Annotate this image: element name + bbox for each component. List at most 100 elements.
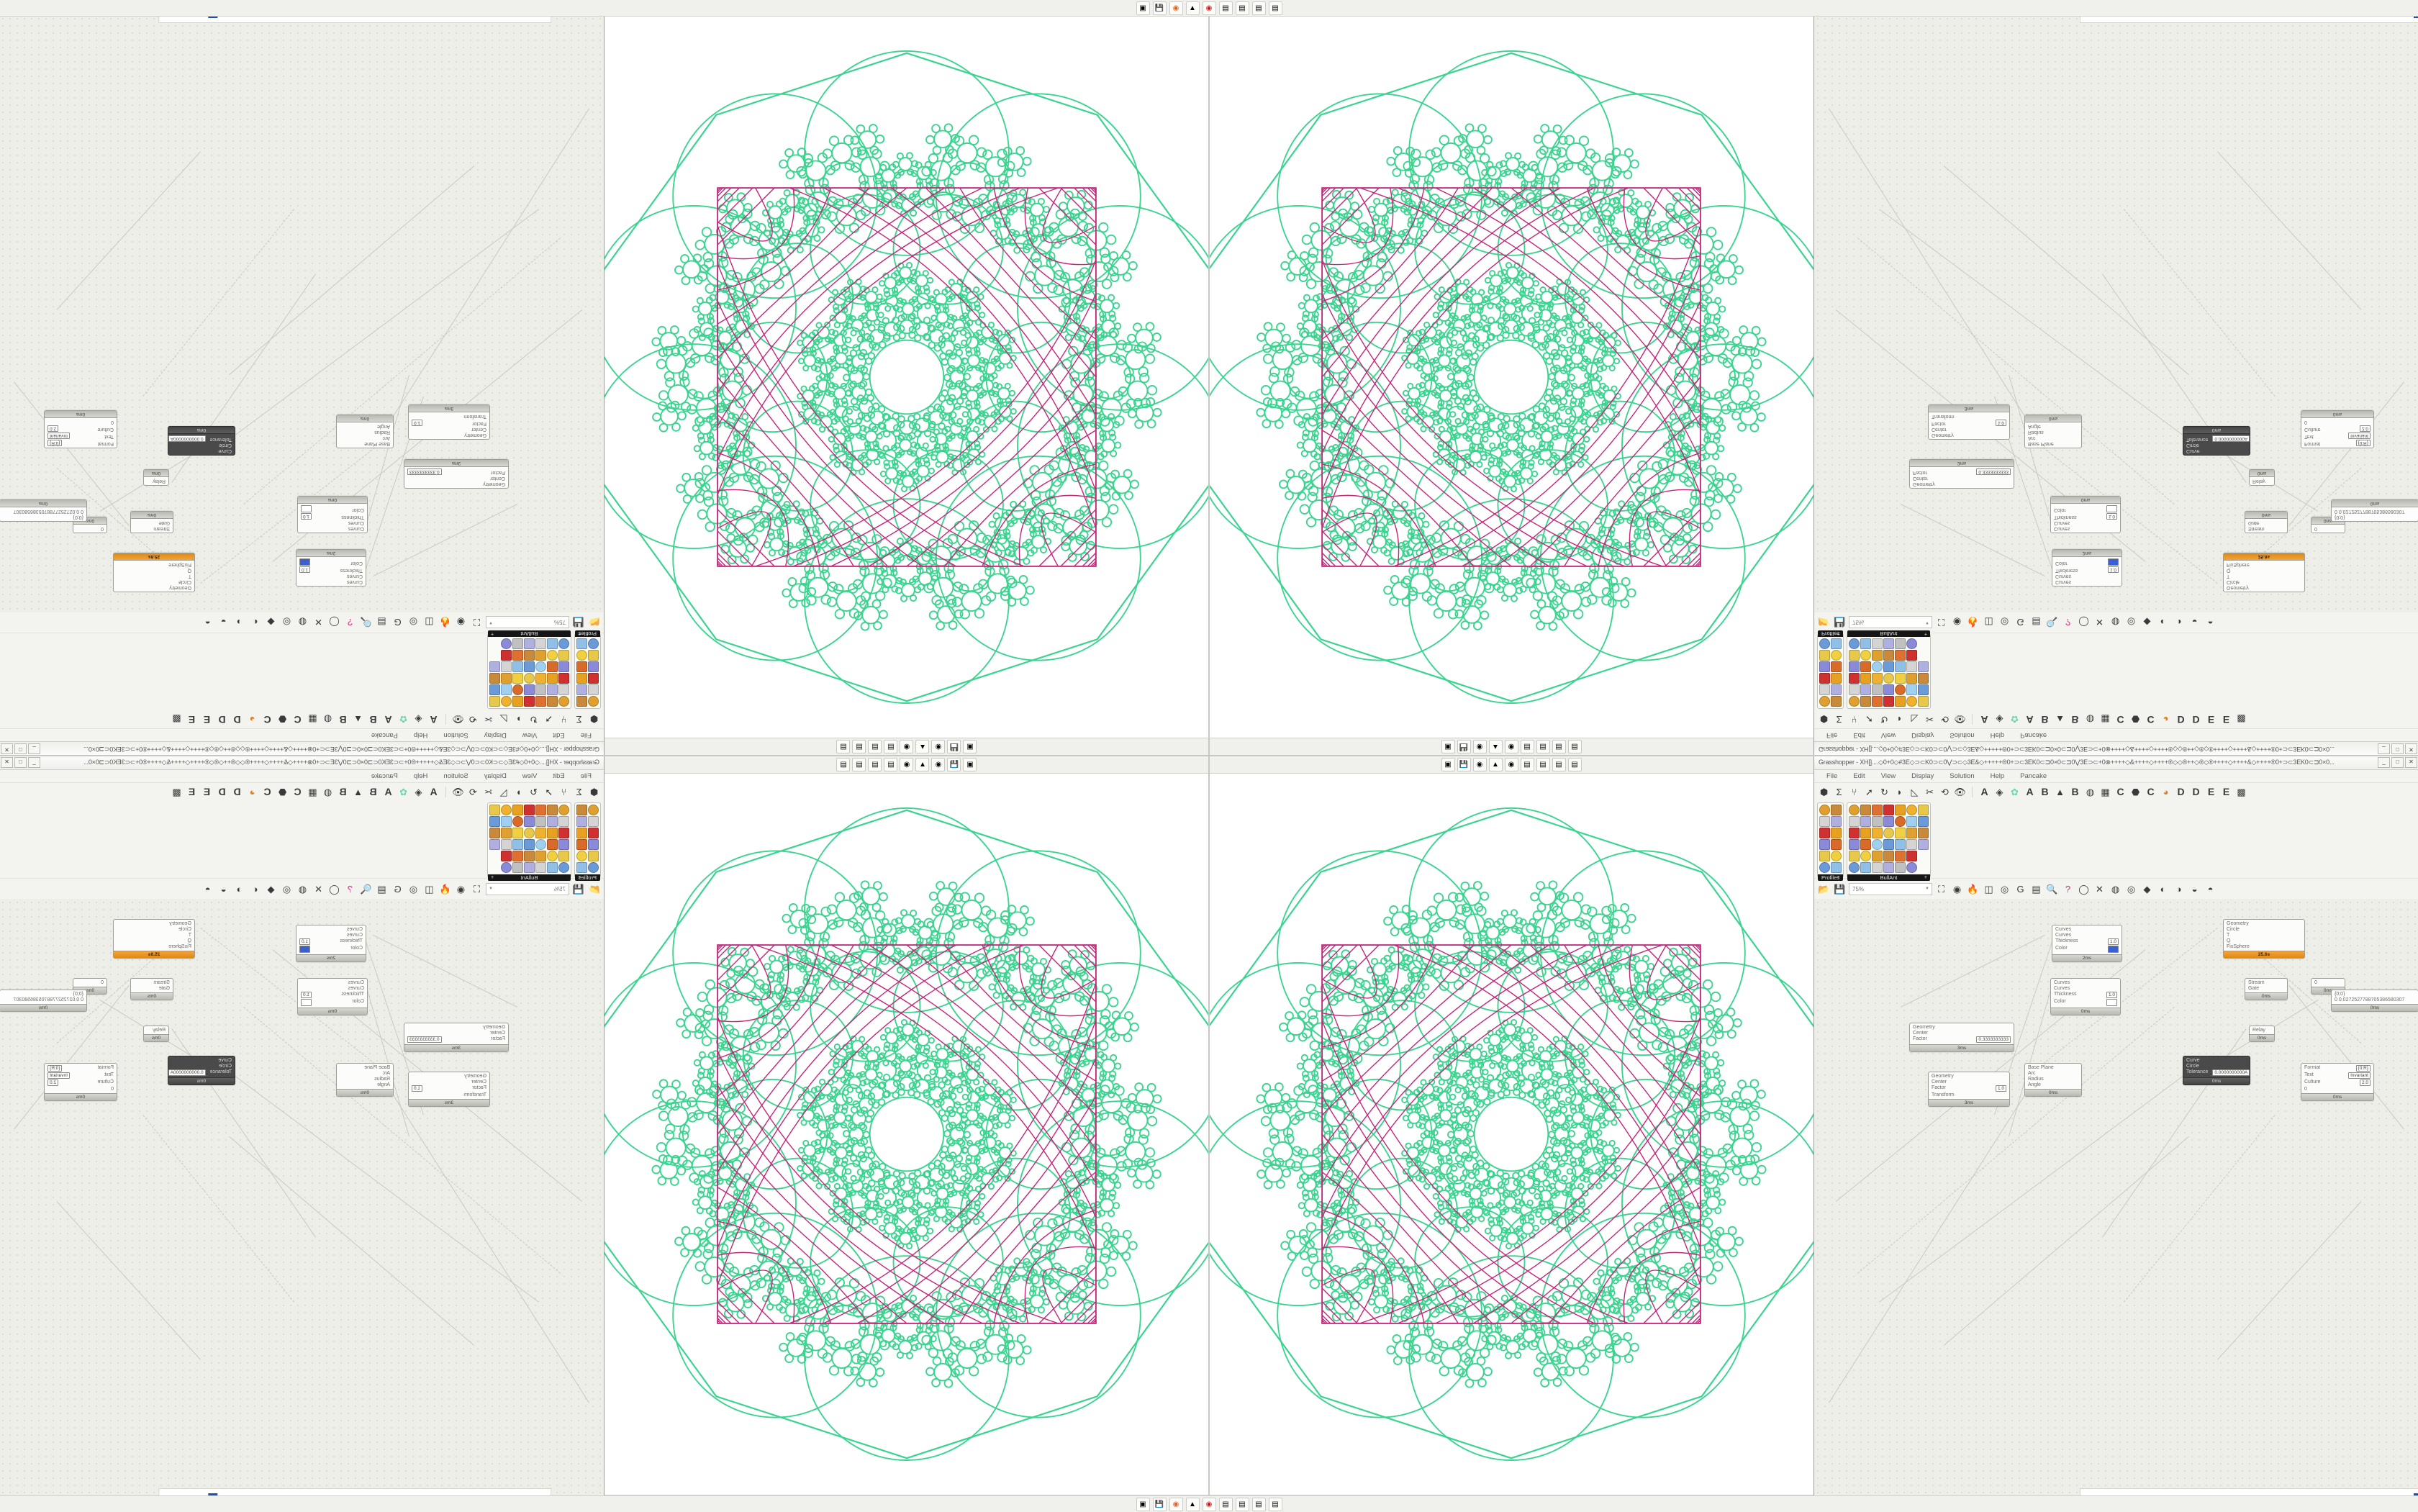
render2-icon[interactable]: ◑ <box>2172 882 2186 896</box>
tab-B[interactable]: B <box>366 785 380 799</box>
notepad2-icon[interactable]: ▤ <box>853 741 866 754</box>
menu-item-edit[interactable]: Edit <box>545 772 572 780</box>
tab-C[interactable]: C <box>261 713 274 727</box>
maths-icon[interactable]: ✿ <box>397 785 410 799</box>
cat-icon[interactable]: ▲ <box>1489 758 1503 771</box>
mesh-icon[interactable]: ◺ <box>1908 785 1921 799</box>
menu-item-help[interactable]: Help <box>406 731 436 739</box>
preview-eye-icon[interactable]: ◉ <box>1950 882 1964 896</box>
floppy64-icon[interactable]: 💾 <box>1153 1498 1167 1511</box>
minimize-button[interactable]: _ <box>2378 757 2390 768</box>
shade2-icon[interactable]: ◎ <box>2124 616 2138 630</box>
surface-icon2[interactable]: ⬣ <box>2129 713 2142 727</box>
render4-icon[interactable]: ◓ <box>201 616 214 630</box>
square-dot-icon[interactable] <box>588 816 599 827</box>
unroll-icon[interactable] <box>558 650 569 661</box>
shade1-icon[interactable]: ◍ <box>2109 882 2122 896</box>
rhino-viewport-canvas[interactable] <box>1209 17 1814 738</box>
red-tri-icon[interactable] <box>558 828 569 838</box>
cage-icon[interactable] <box>535 851 546 861</box>
gh-node-value[interactable]: 1.0 <box>2106 992 2117 998</box>
vector-icon[interactable]: ➚ <box>1862 785 1876 799</box>
bars-icon[interactable] <box>1895 851 1906 861</box>
floppy64-icon[interactable]: 💾 <box>948 741 961 754</box>
gh-node-value[interactable]: Invariant <box>47 433 70 439</box>
unroll2-icon[interactable] <box>1918 661 1929 672</box>
mesh-icon[interactable]: ◺ <box>1908 713 1921 727</box>
gh-node-value[interactable]: {0:R} <box>2356 440 2371 446</box>
branch-icon[interactable] <box>1872 684 1883 695</box>
firefox-icon[interactable]: ◉ <box>932 741 946 754</box>
sigma-icon[interactable]: Σ <box>572 713 586 727</box>
wing-icon[interactable] <box>512 839 523 850</box>
gradient-icon[interactable] <box>558 862 569 873</box>
circle-icon[interactable] <box>588 696 599 707</box>
notepad-icon[interactable]: ▤ <box>1236 1 1249 15</box>
menu-item-file[interactable]: File <box>1819 731 1845 739</box>
component-panel-caption[interactable]: Profiles+ <box>575 874 600 881</box>
circle-icon[interactable] <box>576 661 587 672</box>
params-icon[interactable]: ◈ <box>412 785 425 799</box>
ring-icon[interactable] <box>1883 816 1894 827</box>
sigma-icon[interactable]: Σ <box>1832 713 1846 727</box>
scissors-icon[interactable]: ✕ <box>312 616 325 630</box>
tab-B[interactable]: B <box>2038 785 2052 799</box>
ball-icon[interactable] <box>1872 696 1883 707</box>
close-button[interactable]: ✕ <box>2405 743 2417 754</box>
tab-D[interactable]: D <box>2189 713 2203 727</box>
capsule-icon[interactable]: ◫ <box>422 616 436 630</box>
tab-A[interactable]: A <box>427 785 440 799</box>
gha-icon[interactable]: G <box>391 616 404 630</box>
vector-icon2[interactable]: ◍ <box>321 713 335 727</box>
fit-icon[interactable]: ⛶ <box>470 882 484 896</box>
menu-item-view[interactable]: View <box>515 731 545 739</box>
text-cursor-icon[interactable] <box>576 650 587 661</box>
tab-D[interactable]: D <box>2174 785 2188 799</box>
tab-A[interactable]: A <box>1978 785 1991 799</box>
shell-icon[interactable] <box>1860 696 1871 707</box>
divide-icon[interactable] <box>489 684 500 695</box>
lathe-icon[interactable] <box>512 696 523 707</box>
tab-A[interactable]: A <box>2023 713 2037 727</box>
bake-icon[interactable]: 🔥 <box>1966 616 1980 630</box>
bars-icon[interactable] <box>512 851 523 861</box>
component-panel-caption[interactable]: BullAnt+ <box>488 874 571 881</box>
menu-item-view[interactable]: View <box>515 772 545 780</box>
gh-node-value[interactable]: Invariant <box>2348 1072 2371 1079</box>
render2-icon[interactable]: ◑ <box>232 616 246 630</box>
diamond-icon[interactable] <box>1849 696 1860 707</box>
scroll-icon[interactable]: ▤ <box>837 758 851 771</box>
firefox-icon[interactable]: ◉ <box>1473 741 1487 754</box>
redgear-icon[interactable]: ◉ <box>1203 1498 1216 1511</box>
scissors-icon[interactable]: ✕ <box>2093 882 2106 896</box>
text-cursor-icon[interactable] <box>588 839 599 850</box>
redgear-icon[interactable]: ◉ <box>900 741 914 754</box>
terminal-icon[interactable]: ▣ <box>1136 1498 1150 1511</box>
divide-icon[interactable] <box>1918 684 1929 695</box>
pancake-icon[interactable]: ▩ <box>2234 713 2248 727</box>
surface-icon[interactable]: ◗ <box>512 713 525 727</box>
divide-icon[interactable] <box>547 673 558 684</box>
channel-icon[interactable] <box>1831 638 1842 649</box>
spider-icon[interactable] <box>535 673 546 684</box>
unroll-icon[interactable] <box>558 851 569 861</box>
channel-icon[interactable] <box>576 638 587 649</box>
cube-icon[interactable] <box>524 673 535 684</box>
save-icon[interactable]: 💾 <box>571 882 585 896</box>
lathe-icon[interactable] <box>547 638 558 649</box>
terminal-icon[interactable]: ▣ <box>1441 741 1455 754</box>
ball-icon[interactable] <box>535 696 546 707</box>
menu-item-solution[interactable]: Solution <box>1942 772 1982 780</box>
text-cursor-icon[interactable] <box>576 673 587 684</box>
shade1-icon[interactable]: ◍ <box>296 882 309 896</box>
I-beam-icon[interactable] <box>576 805 587 815</box>
